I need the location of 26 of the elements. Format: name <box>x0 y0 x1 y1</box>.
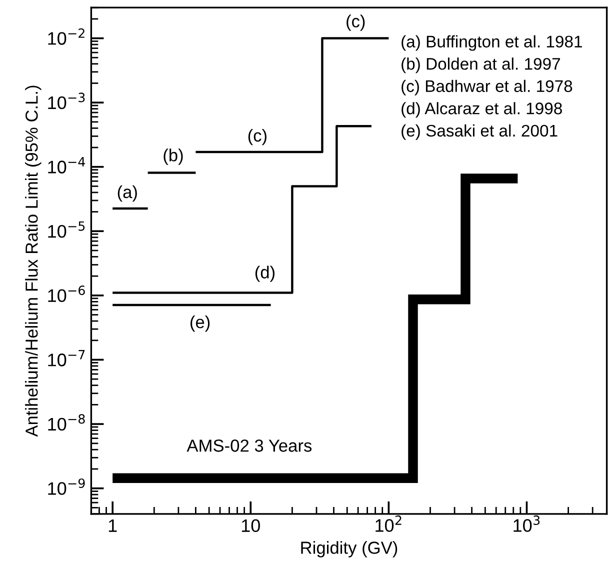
y-tick-label: 10$^{−9}$ <box>48 478 85 495</box>
annotation: (e) <box>190 316 210 332</box>
x-tick-label: 1 <box>108 519 117 532</box>
x-axis-title: Rigidity (GV) <box>301 541 398 558</box>
y-tick-label: 10$^{−4}$ <box>48 157 85 174</box>
annotation: (d) <box>255 266 274 282</box>
x-tick-label: 10$^{2}$ <box>376 515 402 532</box>
annotation: (c) <box>346 14 365 31</box>
x-tick-label: 10$^{3}$ <box>514 515 540 532</box>
y-tick-label: 10$^{−3}$ <box>48 92 85 110</box>
y-axis-title: Antihelium/Helium Flux Ratio Limit (95% C.L.) <box>25 86 42 437</box>
y-tick-label: 10$^{−7}$ <box>48 350 85 366</box>
x-tick-label: 10 <box>242 519 260 532</box>
annotation: (e) Sasaki et al. 2001 <box>402 124 558 140</box>
y-tick-label: 10$^{−5}$ <box>48 221 85 238</box>
annotation: (b) Dolden at al. 1997 <box>402 58 560 74</box>
annotation: (c) Badhwar et al. 1978 <box>402 80 572 96</box>
y-tick-label: 10$^{−2}$ <box>48 28 84 45</box>
annotation: (c) <box>248 128 266 146</box>
y-tick-label: 10$^{−6}$ <box>48 286 85 302</box>
annotation: (d) Alcaraz et al. 1998 <box>402 102 562 118</box>
annotation: AMS-02 3 Years <box>186 440 312 452</box>
annotation: (b) <box>164 148 183 165</box>
annotation: (a) Buffington et al. 1981 <box>402 35 582 51</box>
annotation: (a) <box>118 185 137 202</box>
y-tick-label: 10$^{−8}$ <box>48 414 85 431</box>
